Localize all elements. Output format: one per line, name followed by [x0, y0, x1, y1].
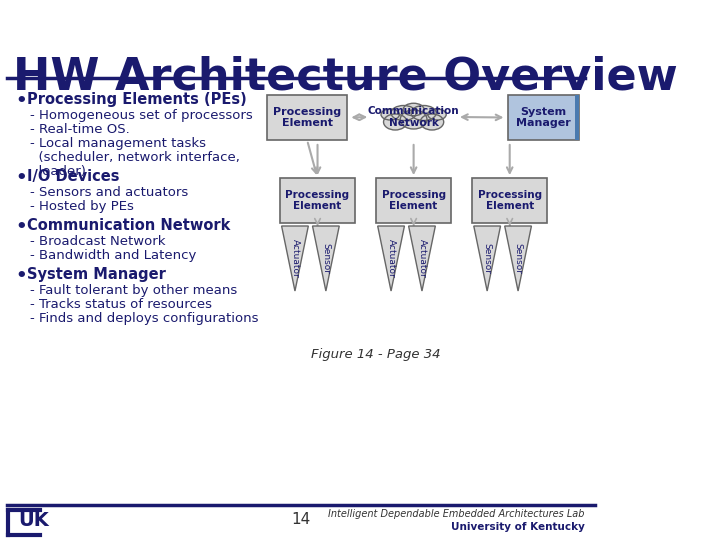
Text: Sensor: Sensor [513, 243, 523, 274]
FancyBboxPatch shape [472, 178, 547, 223]
Text: - Local management tasks: - Local management tasks [30, 137, 206, 150]
Ellipse shape [400, 110, 427, 129]
Text: - Homogeneous set of processors: - Homogeneous set of processors [30, 109, 253, 122]
Text: - Real-time OS.: - Real-time OS. [30, 123, 130, 136]
Text: - Tracks status of resources: - Tracks status of resources [30, 298, 212, 311]
Ellipse shape [420, 114, 444, 130]
Text: Actuator: Actuator [290, 239, 300, 278]
Text: - Hosted by PEs: - Hosted by PEs [30, 200, 134, 213]
Polygon shape [282, 226, 308, 291]
Ellipse shape [403, 103, 424, 116]
Ellipse shape [428, 109, 446, 120]
Ellipse shape [384, 114, 407, 130]
FancyBboxPatch shape [376, 178, 451, 223]
Text: loader): loader) [30, 165, 86, 178]
Text: HW Architecture Overview: HW Architecture Overview [12, 55, 678, 98]
FancyBboxPatch shape [508, 95, 579, 140]
Text: Actuator: Actuator [418, 239, 426, 278]
Text: - Finds and deploys configurations: - Finds and deploys configurations [30, 312, 258, 325]
Text: Intelligent Dependable Embedded Architectures Lab: Intelligent Dependable Embedded Architec… [328, 509, 585, 519]
Text: - Sensors and actuators: - Sensors and actuators [30, 186, 189, 199]
FancyBboxPatch shape [267, 95, 347, 140]
FancyBboxPatch shape [280, 178, 355, 223]
Text: Figure 14 - Page 34: Figure 14 - Page 34 [311, 348, 441, 361]
Text: Processing
Element: Processing Element [382, 190, 446, 211]
Text: •: • [15, 92, 27, 110]
Text: - Broadcast Network: - Broadcast Network [30, 235, 166, 248]
Text: •: • [15, 267, 27, 285]
Text: Processing
Element: Processing Element [285, 190, 350, 211]
Text: - Bandwidth and Latency: - Bandwidth and Latency [30, 249, 197, 262]
Text: Communication Network: Communication Network [27, 218, 230, 233]
Text: System
Manager: System Manager [516, 107, 571, 129]
FancyBboxPatch shape [575, 95, 579, 140]
Polygon shape [505, 226, 531, 291]
Polygon shape [409, 226, 436, 291]
Text: UK: UK [19, 510, 49, 530]
Text: - Fault tolerant by other means: - Fault tolerant by other means [30, 284, 238, 297]
Polygon shape [378, 226, 405, 291]
Polygon shape [312, 226, 339, 291]
Text: System Manager: System Manager [27, 267, 166, 282]
Text: (scheduler, network interface,: (scheduler, network interface, [30, 151, 240, 164]
Text: Processing
Element: Processing Element [477, 190, 541, 211]
Text: Processing
Element: Processing Element [273, 107, 341, 129]
Text: Actuator: Actuator [387, 239, 395, 278]
Text: Communication
Network: Communication Network [368, 106, 459, 128]
Ellipse shape [391, 105, 416, 120]
Text: University of Kentucky: University of Kentucky [451, 522, 585, 532]
Text: •: • [15, 218, 27, 236]
Text: I/O Devices: I/O Devices [27, 169, 120, 184]
Ellipse shape [381, 109, 400, 120]
Text: Sensor: Sensor [321, 243, 330, 274]
Text: •: • [15, 169, 27, 187]
Text: Processing Elements (PEs): Processing Elements (PEs) [27, 92, 246, 107]
Ellipse shape [411, 105, 436, 120]
Text: Sensor: Sensor [482, 243, 492, 274]
Polygon shape [474, 226, 500, 291]
Text: 14: 14 [291, 512, 310, 528]
